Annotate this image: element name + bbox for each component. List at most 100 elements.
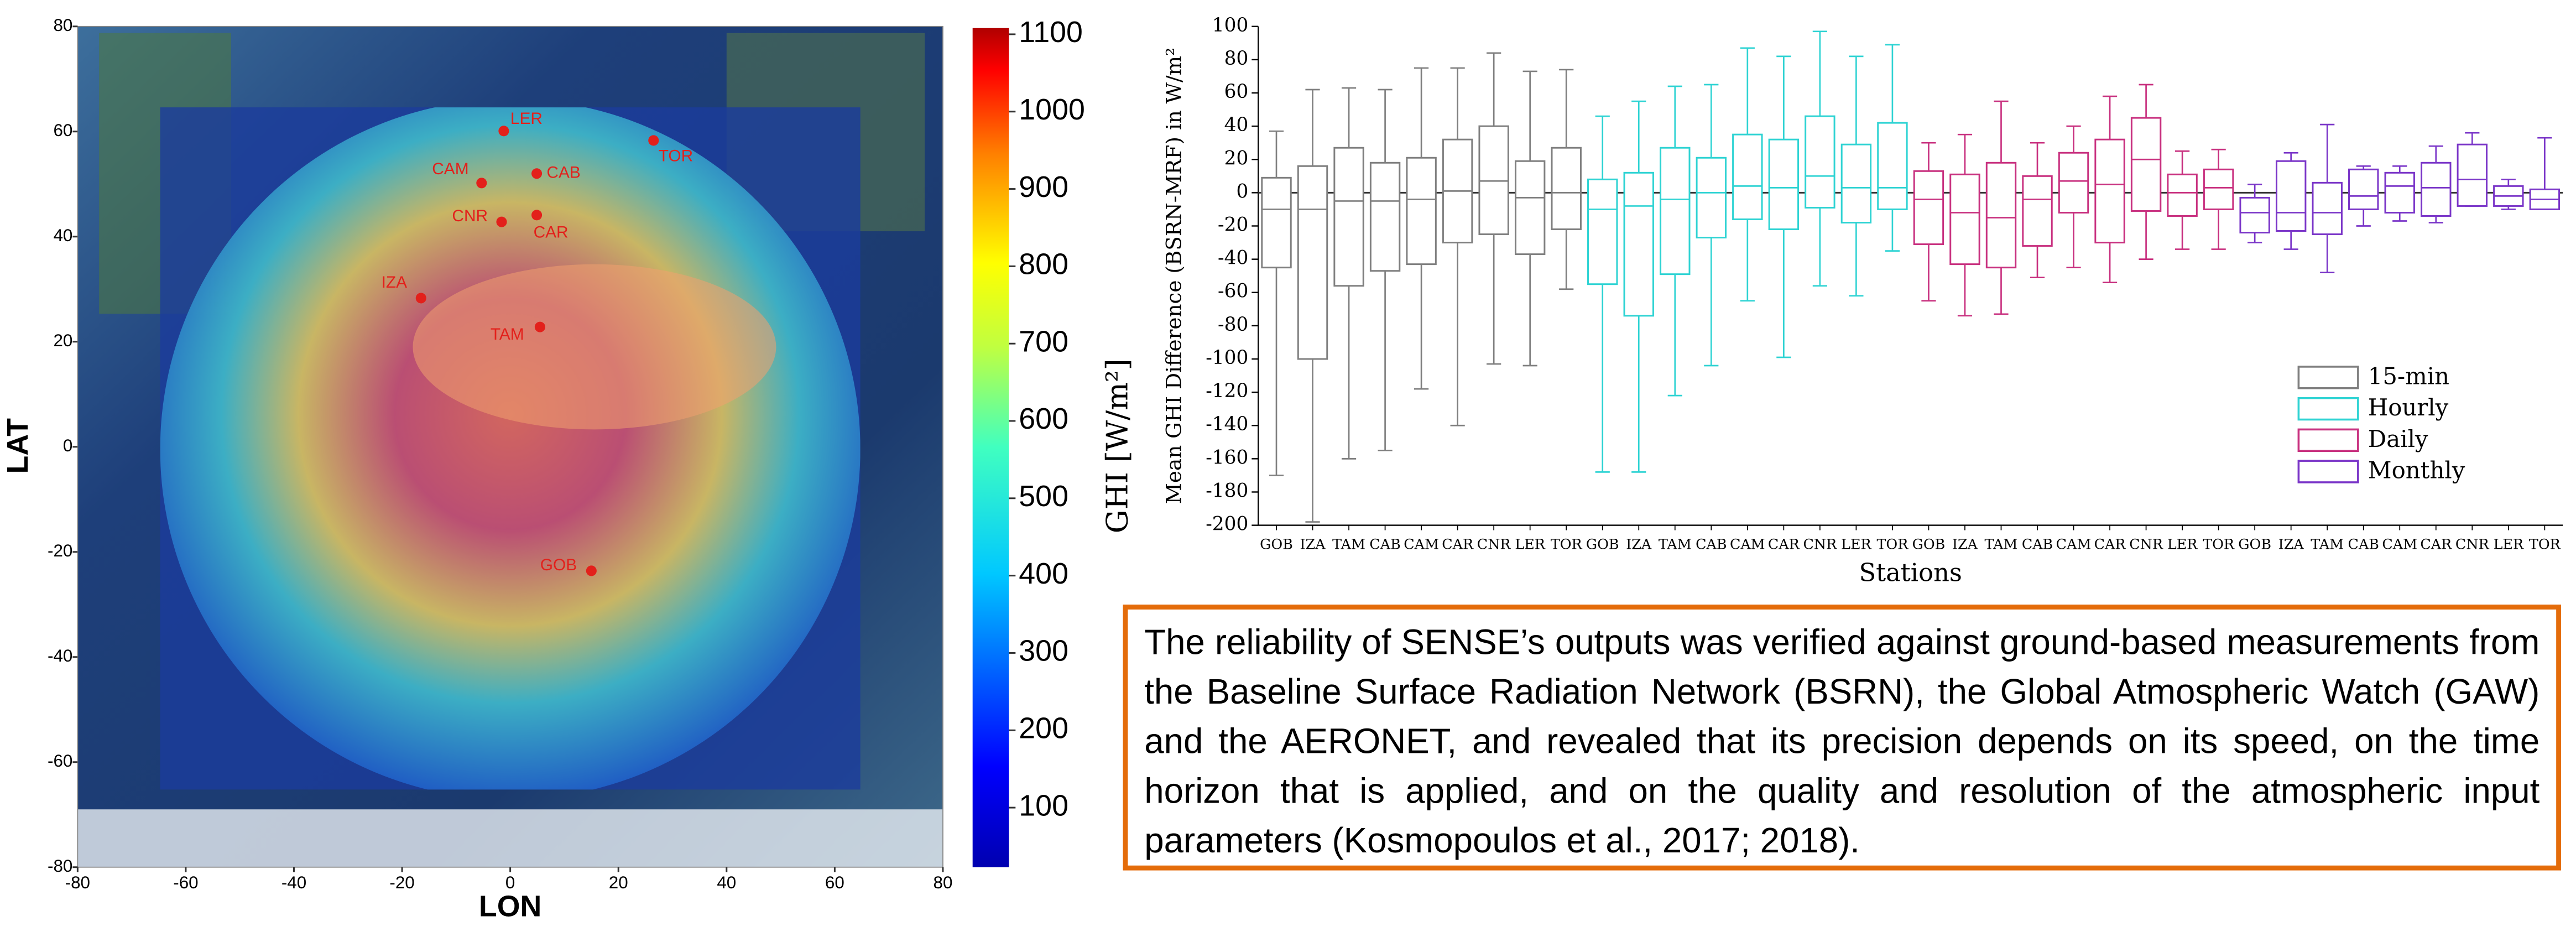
- colorbar-tick-label: 900: [1019, 170, 1068, 204]
- x-tick-label: CAM: [1404, 535, 1439, 552]
- x-tick-label: GOB: [1586, 535, 1619, 552]
- box: [1514, 160, 1546, 256]
- x-tick-label: LER: [1515, 535, 1545, 552]
- station-marker: [531, 210, 543, 221]
- axes: [1258, 26, 2563, 526]
- box: [1297, 165, 1328, 360]
- box: [1696, 157, 1727, 239]
- x-tick-label: GOB: [2238, 535, 2271, 552]
- box: [2094, 138, 2125, 244]
- x-tick-label: CAR: [2420, 535, 2452, 552]
- y-tick-label: -60: [48, 751, 72, 771]
- x-tick-label: CAR: [2094, 535, 2126, 552]
- y-tick-label: 80: [54, 15, 73, 35]
- y-tick-label: 40: [1224, 114, 1249, 136]
- y-tick-label: -80: [1218, 314, 1248, 336]
- station-marker: [476, 178, 487, 189]
- legend-swatch: [2297, 428, 2359, 452]
- y-axis-label: LAT: [1, 418, 34, 474]
- colorbar-tick-label: 400: [1019, 557, 1068, 590]
- legend-label: Hourly: [2368, 394, 2449, 421]
- x-tick-label: GOB: [1912, 535, 1946, 552]
- y-tick-label: 80: [1224, 48, 1249, 70]
- x-tick-label: CAM: [2056, 535, 2092, 552]
- box: [1369, 162, 1401, 272]
- x-tick-label: 80: [934, 873, 953, 892]
- x-tick-label: CAB: [2022, 535, 2053, 552]
- x-tick-label: TAM: [1659, 535, 1692, 552]
- x-tick-label: 40: [717, 873, 736, 892]
- box: [1840, 143, 1872, 223]
- x-tick-label: CAR: [1442, 535, 1474, 552]
- station-label: IZA: [382, 273, 408, 292]
- box: [2275, 160, 2307, 232]
- box: [2203, 168, 2234, 210]
- x-tick-label: -20: [389, 873, 414, 892]
- station-label: CAB: [546, 164, 580, 182]
- box: [1587, 178, 1618, 285]
- y-tick-label: -120: [1206, 380, 1248, 402]
- x-tick-label: CNR: [1477, 535, 1511, 552]
- station-label: CAM: [432, 160, 468, 178]
- box: [1732, 133, 1763, 220]
- colorbar-tick-label: 500: [1019, 480, 1068, 513]
- x-tick-label: CAB: [1696, 535, 1727, 552]
- x-tick-label: LER: [2167, 535, 2198, 552]
- y-tick-label: -20: [48, 541, 72, 560]
- x-tick-label: CAM: [1730, 535, 1765, 552]
- y-tick-label: -160: [1206, 446, 1248, 469]
- x-tick-label: TAM: [1332, 535, 1365, 552]
- station-marker: [415, 293, 426, 304]
- x-tick-label: TOR: [1551, 535, 1583, 552]
- x-tick-label: -40: [281, 873, 306, 892]
- x-tick-label: LER: [1841, 535, 1871, 552]
- y-tick-label: -60: [1218, 280, 1248, 303]
- station-label: TOR: [659, 147, 693, 165]
- x-tick-label: 60: [825, 873, 844, 892]
- box: [2457, 143, 2488, 207]
- colorbar-tick-label: 800: [1019, 248, 1068, 281]
- map-image: [77, 26, 943, 867]
- x-axis-label: Stations: [1859, 558, 1962, 587]
- box: [2348, 168, 2379, 210]
- box: [1805, 115, 1835, 209]
- y-tick-label: 0: [1236, 180, 1248, 202]
- x-tick-label: CAM: [2382, 535, 2417, 552]
- box: [2239, 196, 2270, 234]
- box: [1877, 122, 1908, 210]
- x-tick-label: 20: [609, 873, 628, 892]
- x-tick-label: CNR: [2455, 535, 2490, 552]
- y-tick-label: -140: [1206, 413, 1248, 435]
- legend-label: Daily: [2368, 425, 2428, 452]
- y-tick-label: 60: [1224, 81, 1249, 103]
- station-marker: [648, 135, 659, 146]
- x-tick-label: IZA: [1626, 535, 1652, 552]
- x-tick-label: CAR: [1768, 535, 1800, 552]
- x-tick-label: TOR: [2529, 535, 2561, 552]
- station-label: CAR: [534, 223, 569, 242]
- y-tick-label: 20: [1224, 147, 1249, 169]
- x-tick-label: IZA: [1300, 535, 1326, 552]
- station-marker: [531, 168, 543, 179]
- y-tick-label: 60: [54, 121, 73, 140]
- box: [2384, 171, 2415, 214]
- station-marker: [586, 565, 597, 576]
- box: [1261, 176, 1292, 269]
- legend-label: Monthly: [2368, 457, 2465, 484]
- box: [1949, 173, 1980, 266]
- colorbar-tick-label: 300: [1019, 634, 1068, 668]
- box: [1985, 162, 2017, 269]
- colorbar-tick-label: 200: [1019, 711, 1068, 745]
- x-tick-label: 0: [505, 873, 515, 892]
- box: [1478, 125, 1509, 236]
- box: [1333, 147, 1364, 287]
- caption-box: The reliability of SENSE’s outputs was v…: [1123, 604, 2562, 871]
- station-label: GOB: [540, 556, 577, 574]
- y-axis-label: Mean GHI Difference (BSRN-MRF) in W/m²: [1161, 48, 1186, 504]
- x-tick-label: IZA: [2278, 535, 2304, 552]
- station-label: TAM: [491, 325, 524, 344]
- box: [1768, 138, 1800, 231]
- x-tick-label: IZA: [1952, 535, 1978, 552]
